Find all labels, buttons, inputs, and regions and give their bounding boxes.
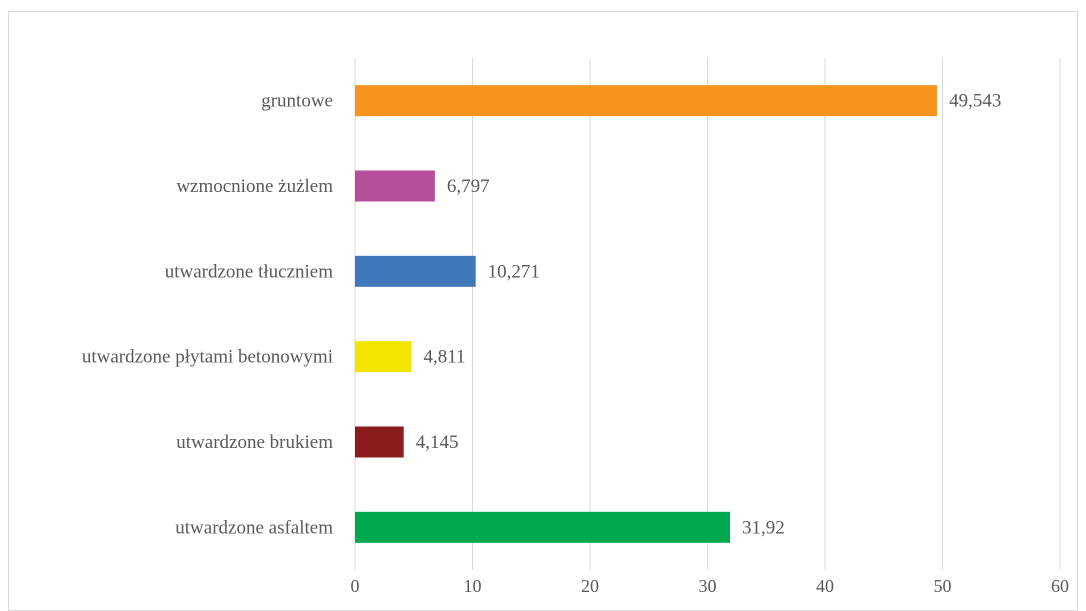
data-label: 31,92 [742, 517, 785, 538]
bar [355, 85, 938, 117]
category-labels: gruntowe wzmocnione żużlem utwardzone tłuc… [82, 91, 333, 539]
x-axis-tick-labels: 0 10 20 30 40 50 60 [351, 576, 1070, 596]
category-label: utwardzone tłuczniem [165, 261, 334, 282]
bar [355, 170, 435, 202]
category-label: utwardzone brukiem [176, 432, 333, 453]
x-tick-label: 20 [581, 576, 599, 596]
data-label: 49,543 [949, 91, 1001, 112]
bar [355, 341, 412, 373]
bars [355, 85, 938, 543]
value-labels: 49,543 6,797 10,271 4,811 4,145 31,92 [416, 91, 1002, 539]
data-label: 4,811 [424, 347, 466, 368]
x-tick-label: 0 [351, 576, 360, 596]
bar [355, 511, 731, 543]
x-tick-label: 10 [464, 576, 482, 596]
x-tick-label: 30 [699, 576, 717, 596]
category-label: gruntowe [261, 91, 333, 112]
bar [355, 255, 476, 287]
x-tick-label: 50 [934, 576, 952, 596]
x-tick-label: 40 [816, 576, 834, 596]
x-tick-label: 60 [1051, 576, 1069, 596]
gridlines [354, 58, 1061, 570]
data-label: 6,797 [447, 176, 490, 197]
category-label: wzmocnione żużlem [176, 176, 333, 197]
category-label: utwardzone asfaltem [175, 517, 333, 538]
data-label: 4,145 [416, 432, 459, 453]
data-label: 10,271 [488, 261, 540, 282]
bar [355, 426, 404, 458]
category-label: utwardzone płytami betonowymi [82, 347, 333, 368]
